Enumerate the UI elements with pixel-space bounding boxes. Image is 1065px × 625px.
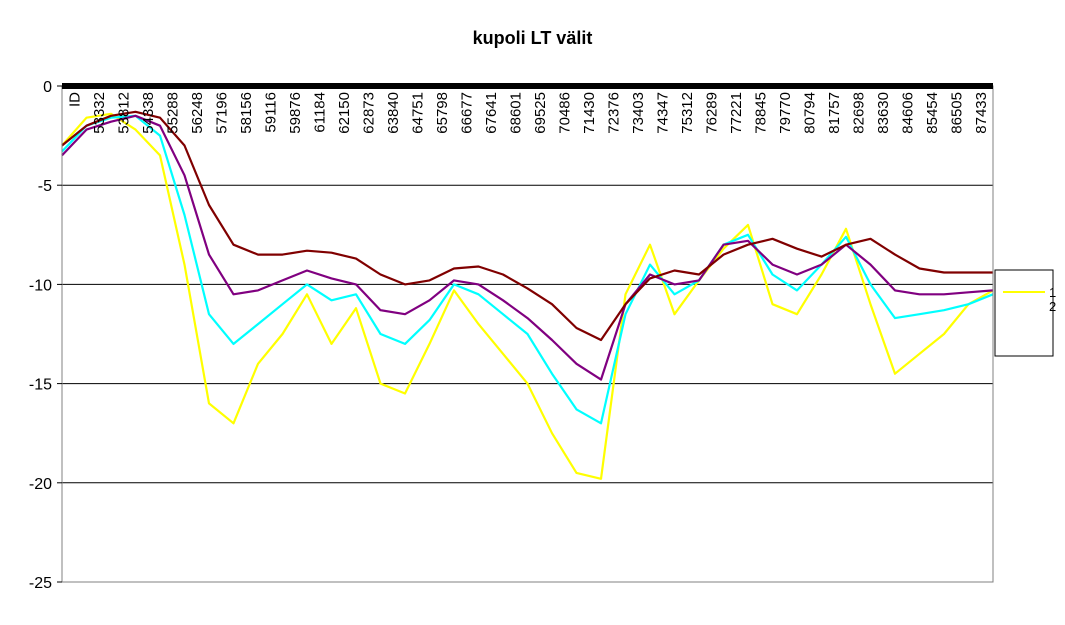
series-line-3 — [61, 114, 994, 381]
series-line-4 — [61, 110, 993, 342]
axes — [57, 83, 994, 583]
y-tick-label: -5 — [38, 178, 52, 195]
x-tick-label: 56248 — [189, 92, 206, 134]
x-tick-label: 80794 — [801, 92, 818, 134]
x-tick-label: 68601 — [507, 92, 524, 134]
x-tick-label: 66677 — [458, 92, 475, 134]
x-tick-label: ID — [66, 92, 83, 107]
x-tick-labels: ID 53332 53812 54338 55288 56248 57196 58156 591… — [66, 92, 990, 134]
x-tick-label: 77221 — [728, 92, 745, 134]
chart-title: kupoli LT välit — [472, 28, 593, 48]
legend: 12 — [994, 269, 1056, 357]
x-tick-label: 65798 — [434, 92, 451, 134]
legend-entry: 1 — [1049, 285, 1056, 300]
x-tick-label: 53332 — [91, 92, 108, 134]
x-tick-label: 63840 — [385, 92, 402, 134]
series-line-2 — [61, 114, 994, 425]
y-tick-label: -20 — [29, 476, 52, 493]
x-tick-label: 64751 — [409, 92, 426, 134]
x-tick-label: 86505 — [948, 92, 965, 134]
x-tick-label: 79770 — [777, 92, 794, 134]
x-tick-label: 57196 — [213, 92, 230, 134]
y-tick-label: 0 — [43, 79, 52, 96]
x-tick-label: 73403 — [630, 92, 647, 134]
x-tick-label: 78845 — [752, 92, 769, 134]
x-tick-label: 59116 — [262, 92, 279, 133]
x-tick-label: 76289 — [703, 92, 720, 134]
x-tick-label: 84606 — [899, 92, 916, 134]
legend-box — [994, 269, 1054, 357]
x-tick-label: 82698 — [850, 92, 867, 134]
x-tick-label: 74347 — [654, 92, 671, 134]
x-tick-label: 70486 — [556, 92, 573, 134]
x-tick-label: 67641 — [483, 92, 500, 134]
x-tick-label: 71430 — [581, 92, 598, 134]
x-tick-label: 61184 — [311, 92, 328, 133]
x-tick-label: 81757 — [826, 92, 843, 134]
y-tick-label: -10 — [29, 277, 52, 294]
x-tick-label: 69525 — [532, 92, 549, 134]
x-tick-label: 75312 — [679, 92, 696, 134]
x-tick-label: 54338 — [140, 92, 157, 134]
x-tick-label: 58156 — [238, 92, 255, 134]
series-line-1 — [61, 112, 994, 480]
y-tick-label: -15 — [29, 377, 52, 394]
legend-entry: 2 — [1049, 299, 1056, 314]
x-tick-label: 83630 — [875, 92, 892, 134]
x-tick-label: 62873 — [360, 92, 377, 134]
x-tick-label: 59876 — [287, 92, 304, 134]
x-tick-label: 55288 — [164, 92, 181, 134]
x-tick-label: 72376 — [605, 92, 622, 134]
x-tick-label: 53812 — [115, 92, 132, 134]
y-tick-labels: 0 -5 -10 -15 -20 -25 — [29, 79, 52, 592]
x-tick-label: 85454 — [924, 92, 941, 134]
x-tick-label: 87433 — [973, 92, 990, 134]
series-lines — [61, 110, 994, 480]
x-tick-label: 62150 — [336, 92, 353, 134]
y-tick-label: -25 — [29, 575, 52, 592]
